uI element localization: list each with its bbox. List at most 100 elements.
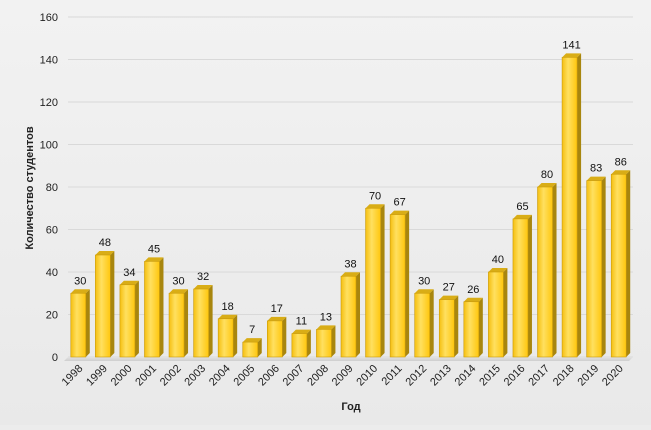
- bar-top-2000: [119, 280, 139, 285]
- bar-front-2010: [365, 207, 381, 358]
- bar-front-2003: [193, 288, 209, 358]
- bar-side-1998: [85, 289, 90, 357]
- bar-front-2005: [242, 341, 259, 358]
- bar-top-1999: [95, 251, 115, 255]
- x-tick-label-2017: 2017: [526, 363, 552, 389]
- chart-floor: [64, 357, 633, 361]
- bar-front-2001: [144, 261, 160, 358]
- y-tick-label: 120: [40, 97, 58, 109]
- data-label-2019: 83: [590, 163, 602, 175]
- x-tick-label-2011: 2011: [380, 363, 405, 388]
- bar-2018: [561, 53, 582, 358]
- bar-side-2006: [282, 316, 287, 357]
- bar-front-2007: [291, 333, 308, 358]
- bar-top-2001: [144, 257, 164, 262]
- bar-front-2008: [316, 329, 332, 358]
- y-tick-label: 0: [52, 352, 58, 364]
- bar-2017: [537, 183, 557, 358]
- bar-top-2003: [193, 285, 213, 289]
- bar-side-2018: [577, 53, 582, 357]
- x-tick-label-2009: 2009: [330, 363, 356, 389]
- bar-front-2012: [414, 292, 430, 358]
- bar-1999: [95, 251, 115, 358]
- bar-top-2009: [341, 272, 360, 277]
- data-label-2001: 45: [148, 243, 160, 255]
- bar-front-1999: [95, 254, 111, 358]
- bar-side-2017: [552, 183, 557, 357]
- data-label-2020: 86: [615, 156, 627, 168]
- data-label-2004: 18: [222, 301, 234, 313]
- x-tick-label-2008: 2008: [305, 363, 331, 389]
- y-tick-label: 20: [46, 310, 58, 322]
- bar-side-2014: [478, 297, 483, 357]
- data-label-2006: 17: [271, 303, 283, 315]
- x-tick-label-1999: 1999: [84, 363, 110, 389]
- y-tick-label: 60: [46, 225, 58, 237]
- bar-side-2008: [331, 325, 336, 357]
- bar-2007: [291, 329, 311, 358]
- x-tick-label-2007: 2007: [281, 363, 307, 389]
- bar-front-2011: [389, 214, 406, 358]
- x-tick-label-2014: 2014: [453, 363, 479, 389]
- x-axis-title: Год: [341, 401, 360, 413]
- x-tick-label-2003: 2003: [182, 363, 208, 389]
- bar-side-2002: [184, 289, 189, 357]
- bar-top-2006: [267, 316, 287, 321]
- data-label-2016: 65: [516, 201, 528, 213]
- bar-2001: [144, 257, 164, 358]
- bar-front-2015: [488, 271, 504, 358]
- bars-layer: [70, 53, 631, 358]
- x-tick-label-2012: 2012: [404, 363, 430, 389]
- bar-2003: [193, 285, 213, 358]
- bar-top-2012: [414, 289, 434, 294]
- data-label-2017: 80: [541, 169, 553, 181]
- bar-2011: [389, 210, 410, 358]
- bar-top-2017: [537, 183, 557, 187]
- bar-front-1998: [70, 292, 87, 358]
- bar-top-1998: [70, 289, 90, 294]
- bar-2014: [463, 297, 483, 358]
- data-label-2007: 11: [296, 316, 307, 328]
- bar-side-2020: [626, 170, 631, 357]
- bar-2016: [512, 214, 532, 358]
- bar-side-2000: [134, 280, 139, 357]
- bar-1998: [70, 289, 90, 358]
- y-tick-label: 100: [40, 140, 58, 152]
- data-label-2011: 67: [394, 197, 406, 209]
- data-label-2009: 38: [344, 258, 356, 270]
- bar-top-2005: [242, 338, 262, 343]
- data-label-2005: 7: [249, 324, 255, 336]
- bar-top-2007: [291, 329, 311, 334]
- bar-side-2001: [159, 257, 164, 357]
- x-tick-label-2016: 2016: [502, 363, 528, 389]
- x-tick-label-2005: 2005: [232, 363, 258, 389]
- bar-front-2020: [610, 173, 627, 358]
- bar-side-2003: [208, 285, 213, 357]
- y-tick-label: 80: [46, 182, 58, 194]
- bar-top-2011: [390, 210, 410, 215]
- bar-front-2014: [463, 301, 480, 358]
- data-label-2010: 70: [369, 190, 381, 202]
- x-tick-label-2000: 2000: [109, 363, 135, 389]
- bar-front-2006: [267, 320, 283, 358]
- bar-2005: [242, 338, 262, 358]
- x-tick-label-2013: 2013: [428, 363, 454, 389]
- bar-front-2002: [168, 292, 185, 358]
- data-labels-layer: 30 48 34 45 30 32 18 7 17 11 13 38 70 67 30 27 26 40 65 80 1…: [74, 39, 627, 336]
- bar-top-2013: [439, 295, 459, 300]
- bar-top-2014: [463, 297, 483, 302]
- bar-side-2012: [429, 289, 434, 357]
- bar-2009: [340, 272, 360, 358]
- x-tick-label-2015: 2015: [477, 363, 503, 389]
- bar-side-2005: [257, 338, 262, 357]
- bar-2004: [217, 314, 238, 358]
- bar-top-2002: [169, 289, 189, 294]
- bar-side-2019: [601, 176, 606, 357]
- bar-side-1999: [110, 251, 115, 357]
- y-tick-label: 40: [46, 267, 58, 279]
- floor-plane: [64, 357, 633, 361]
- bar-side-2013: [454, 295, 459, 357]
- bar-top-2010: [365, 204, 385, 209]
- bar-top-2018: [562, 53, 582, 58]
